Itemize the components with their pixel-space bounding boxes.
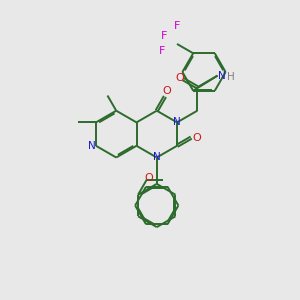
Text: O: O	[192, 133, 201, 142]
Text: O: O	[176, 73, 184, 82]
Text: F: F	[174, 21, 180, 31]
Text: N: N	[153, 152, 160, 163]
Text: O: O	[162, 86, 171, 96]
Text: F: F	[161, 32, 167, 41]
Text: N: N	[88, 141, 95, 151]
Text: N: N	[173, 117, 181, 128]
Text: H: H	[227, 72, 235, 82]
Text: O: O	[144, 173, 153, 183]
Text: F: F	[159, 46, 166, 56]
Text: N: N	[218, 70, 226, 81]
